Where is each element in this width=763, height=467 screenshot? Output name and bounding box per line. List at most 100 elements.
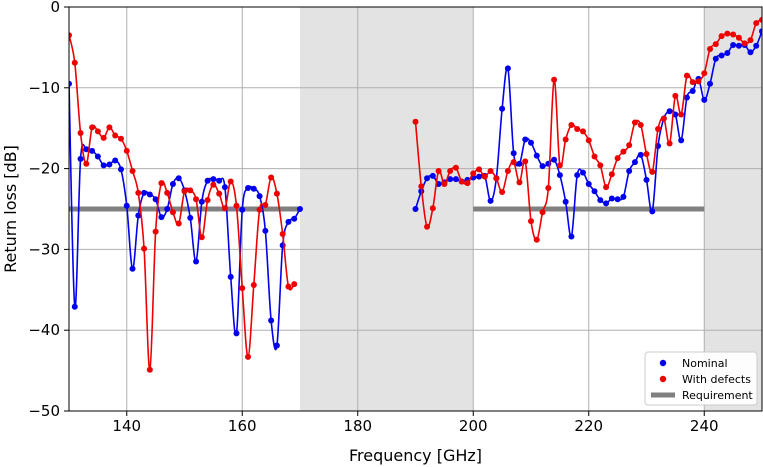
- data-point: [447, 168, 454, 175]
- x-tick-label: 200: [459, 417, 488, 435]
- data-point: [660, 115, 667, 122]
- data-point: [129, 265, 136, 272]
- data-point: [499, 189, 506, 196]
- x-tick-label: 180: [343, 417, 372, 435]
- data-point: [603, 184, 610, 191]
- data-point: [250, 185, 257, 192]
- data-point: [493, 175, 500, 182]
- data-point: [83, 146, 90, 153]
- data-point: [637, 121, 644, 128]
- y-tick-label: −50: [28, 402, 60, 420]
- data-point: [435, 168, 442, 175]
- data-point: [551, 156, 558, 163]
- data-point: [603, 200, 610, 207]
- data-point: [759, 16, 762, 23]
- data-point: [545, 184, 552, 191]
- data-point: [146, 191, 153, 198]
- y-tick-label: 0: [50, 0, 60, 16]
- data-point: [279, 231, 286, 238]
- data-point: [718, 52, 725, 59]
- series-line: [69, 83, 301, 351]
- series-with-defects: [69, 16, 762, 373]
- data-point: [481, 173, 488, 180]
- data-point: [683, 94, 690, 101]
- x-tick-label: 220: [574, 417, 603, 435]
- data-point: [701, 70, 708, 77]
- data-point: [452, 164, 459, 171]
- data-point: [250, 281, 257, 288]
- data-point: [724, 30, 731, 37]
- data-point: [487, 197, 494, 204]
- data-point: [735, 42, 742, 49]
- data-point: [123, 202, 130, 209]
- data-point: [285, 283, 292, 290]
- shaded-region-1: [704, 7, 762, 411]
- data-point: [268, 317, 275, 324]
- data-point: [741, 40, 748, 47]
- data-point: [187, 187, 194, 194]
- data-point: [204, 177, 211, 184]
- data-point: [152, 228, 159, 235]
- data-point: [204, 197, 211, 204]
- data-point: [135, 189, 142, 196]
- data-point: [470, 170, 477, 177]
- data-point: [89, 147, 96, 154]
- data-point: [452, 176, 459, 183]
- data-point: [412, 118, 419, 125]
- data-point: [112, 157, 119, 164]
- data-point: [724, 50, 731, 57]
- data-point: [695, 78, 702, 85]
- data-point: [158, 214, 165, 221]
- data-point: [753, 42, 760, 49]
- legend-label: Requirement: [682, 389, 753, 402]
- data-point: [533, 152, 540, 159]
- data-point: [77, 130, 84, 137]
- data-point: [591, 153, 598, 160]
- data-point: [510, 150, 517, 157]
- data-point: [568, 121, 575, 128]
- data-point: [597, 162, 604, 169]
- data-point: [585, 137, 592, 144]
- data-point: [424, 223, 431, 230]
- data-point: [273, 342, 280, 349]
- legend-swatch: [659, 375, 667, 383]
- data-point: [608, 171, 615, 178]
- x-tick-label: 240: [690, 417, 719, 435]
- data-point: [216, 190, 223, 197]
- data-point: [245, 353, 252, 360]
- legend-label: Nominal: [682, 357, 728, 370]
- x-axis-label: Frequency [GHz]: [349, 446, 482, 465]
- data-point: [649, 168, 656, 175]
- data-point: [753, 20, 760, 27]
- data-point: [256, 206, 263, 213]
- data-point: [522, 136, 529, 143]
- data-point: [227, 178, 234, 185]
- data-point: [620, 193, 627, 200]
- data-point: [533, 236, 540, 243]
- data-point: [83, 160, 90, 167]
- legend-swatch: [659, 359, 667, 367]
- data-point: [262, 201, 269, 208]
- data-point: [631, 119, 638, 126]
- data-point: [689, 88, 696, 95]
- data-point: [117, 166, 124, 173]
- data-point: [579, 128, 586, 135]
- plot-frame: [68, 6, 763, 412]
- data-point: [233, 330, 240, 337]
- data-point: [71, 303, 78, 310]
- series-line: [69, 35, 295, 371]
- data-point: [528, 218, 534, 225]
- data-point: [164, 206, 171, 212]
- data-point: [175, 175, 182, 182]
- data-point: [510, 159, 517, 166]
- data-point: [643, 151, 650, 158]
- data-point: [429, 205, 436, 212]
- data-point: [291, 215, 298, 222]
- shaded-region-0: [300, 7, 474, 411]
- data-point: [94, 128, 101, 135]
- data-point: [262, 227, 269, 234]
- x-tick-label: 160: [228, 417, 257, 435]
- data-point: [181, 188, 188, 195]
- data-point: [689, 79, 696, 86]
- data-point: [666, 108, 673, 115]
